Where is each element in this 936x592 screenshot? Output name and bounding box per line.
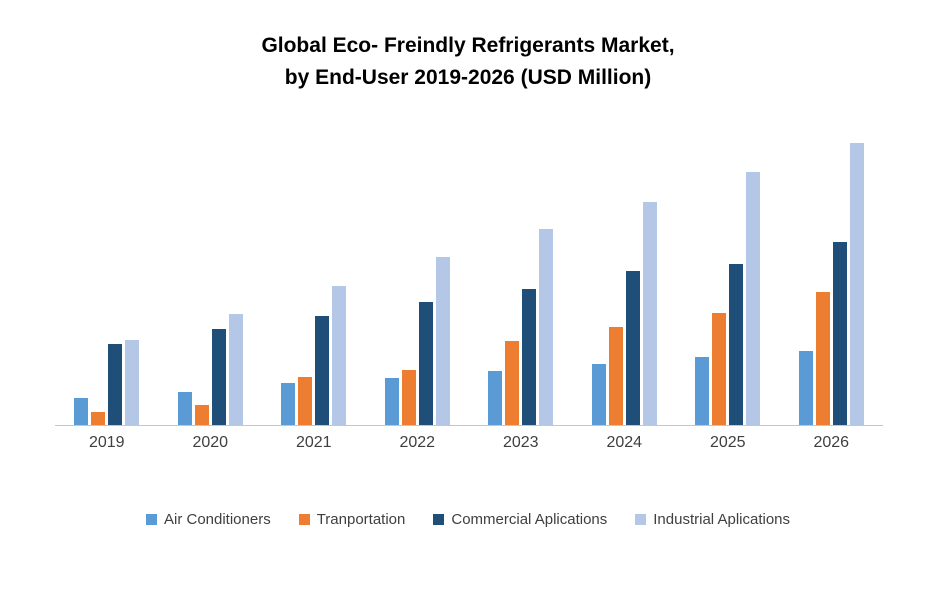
- bar-air-conditioners: [177, 391, 192, 425]
- x-axis-label-2024: 2024: [606, 434, 643, 451]
- bar-group-2023: [469, 123, 573, 425]
- bar-tranportation: [401, 369, 416, 425]
- bar-air-conditioners: [798, 350, 813, 425]
- legend-label: Tranportation: [316, 511, 406, 528]
- bar-commercial-aplications: [522, 289, 537, 425]
- bar-tranportation: [712, 313, 727, 425]
- bar-tranportation: [194, 404, 209, 425]
- bar-tranportation: [298, 376, 313, 425]
- chart-legend: Air Conditioners Tranportation Commercial …: [0, 511, 936, 528]
- bar-commercial-aplications: [625, 270, 640, 425]
- chart-title-line2: by End-User 2019-2026 (USD Million): [284, 65, 652, 89]
- legend-swatch-icon: [433, 514, 445, 525]
- legend-item-tranportation: Tranportation: [298, 511, 406, 528]
- bar-industrial-aplications: [125, 340, 140, 425]
- x-axis-label-2023: 2023: [502, 434, 539, 451]
- bar-commercial-aplications: [729, 263, 744, 425]
- bar-commercial-aplications: [418, 302, 433, 425]
- x-axis-label-2019: 2019: [88, 434, 125, 451]
- bar-group-2024: [573, 123, 677, 425]
- bar-group-2020: [159, 123, 263, 425]
- bar-industrial-aplications: [539, 228, 554, 425]
- legend-item-industrial-aplications: Industrial Aplications: [635, 511, 790, 528]
- bar-air-conditioners: [74, 397, 89, 425]
- bar-commercial-aplications: [211, 329, 226, 425]
- bar-tranportation: [608, 327, 623, 425]
- x-axis: 2019 2020 2021 2022 2023 2024 2025 2026: [55, 426, 883, 452]
- chart-title-line1: Global Eco- Freindly Refrigerants Market…: [261, 34, 675, 57]
- bar-air-conditioners: [488, 370, 503, 425]
- bar-commercial-aplications: [832, 241, 847, 425]
- legend-label: Air Conditioners: [163, 511, 271, 528]
- bar-air-conditioners: [695, 356, 710, 425]
- bar-tranportation: [505, 341, 520, 425]
- bar-group-2026: [780, 123, 884, 425]
- bar-industrial-aplications: [228, 314, 243, 425]
- bar-group-2021: [262, 123, 366, 425]
- legend-label: Industrial Aplications: [653, 511, 791, 528]
- bar-air-conditioners: [591, 363, 606, 425]
- bar-air-conditioners: [384, 377, 399, 425]
- bar-group-2022: [366, 123, 470, 425]
- x-axis-label-2020: 2020: [192, 434, 229, 451]
- x-axis-label-2021: 2021: [295, 434, 332, 451]
- legend-label: Commercial Aplications: [451, 511, 608, 528]
- bar-air-conditioners: [281, 382, 296, 425]
- legend-swatch-icon: [145, 514, 157, 525]
- legend-swatch-icon: [298, 514, 310, 525]
- bar-tranportation: [815, 292, 830, 425]
- x-axis-label-2022: 2022: [399, 434, 436, 451]
- bar-chart: 2019 2020 2021 2022 2023 2024 2025 2026: [55, 123, 883, 452]
- bar-industrial-aplications: [642, 201, 657, 425]
- bar-tranportation: [91, 411, 106, 425]
- bar-group-2019: [55, 123, 159, 425]
- bar-industrial-aplications: [746, 172, 761, 425]
- bar-group-2025: [676, 123, 780, 425]
- legend-swatch-icon: [635, 514, 647, 525]
- bar-industrial-aplications: [849, 143, 864, 425]
- legend-item-air-conditioners: Air Conditioners: [145, 511, 271, 528]
- bar-commercial-aplications: [315, 316, 330, 425]
- bar-commercial-aplications: [108, 344, 123, 425]
- x-axis-label-2025: 2025: [709, 434, 746, 451]
- plot-area: [55, 123, 883, 426]
- bar-industrial-aplications: [332, 286, 347, 425]
- bar-industrial-aplications: [435, 256, 450, 425]
- chart-title: Global Eco- Freindly Refrigerants Market…: [0, 30, 936, 93]
- legend-item-commercial-aplications: Commercial Aplications: [433, 511, 607, 528]
- x-axis-label-2026: 2026: [813, 434, 850, 451]
